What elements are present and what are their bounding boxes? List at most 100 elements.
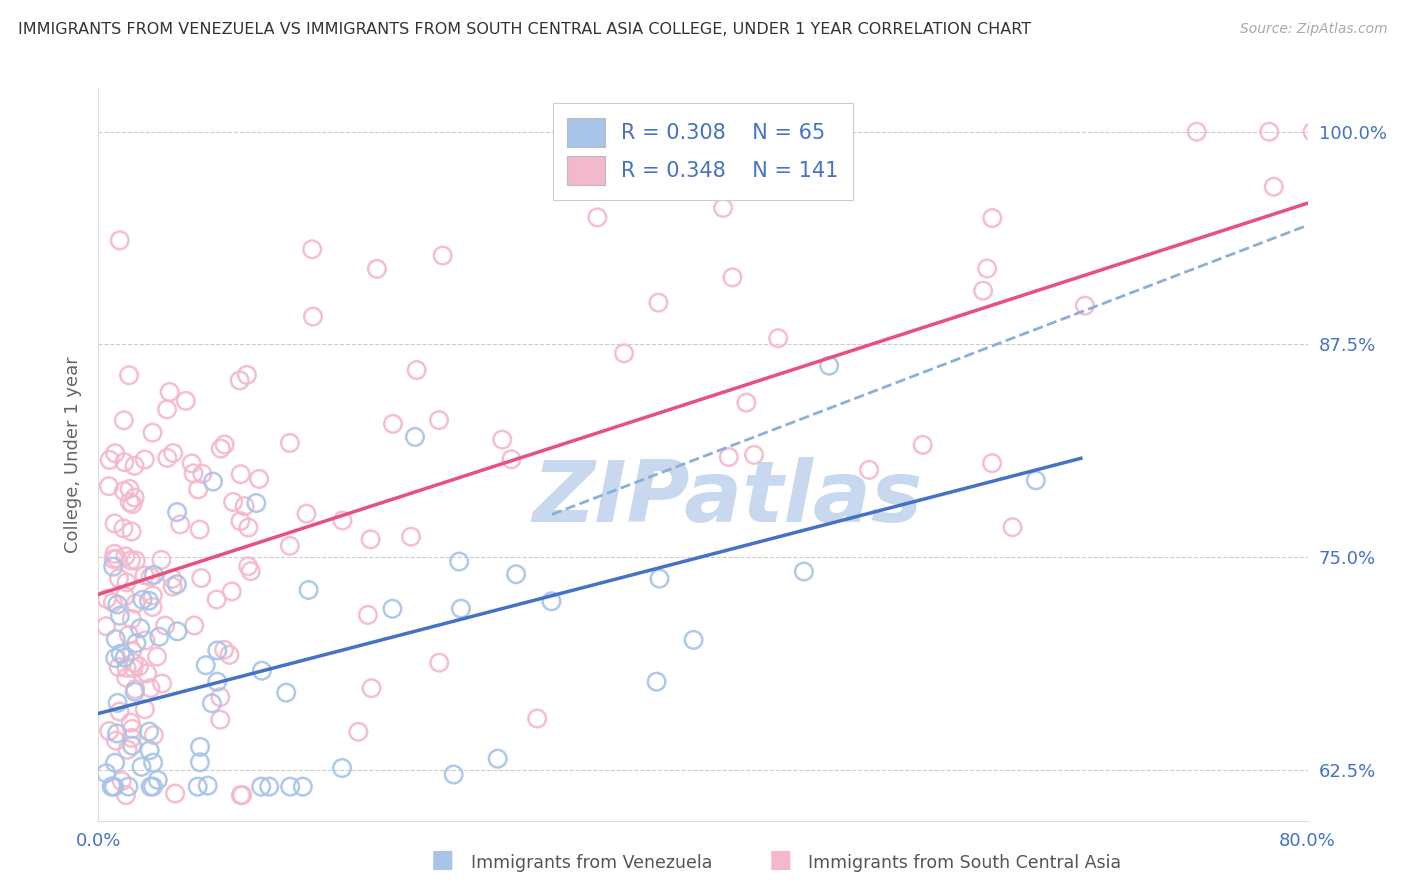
Point	[112, 521, 135, 535]
Point	[295, 507, 318, 521]
Point	[301, 242, 323, 256]
Point	[121, 612, 143, 626]
Point	[586, 211, 609, 225]
Point	[131, 592, 153, 607]
Point	[162, 446, 184, 460]
Point	[104, 446, 127, 460]
Point	[97, 479, 120, 493]
Point	[347, 724, 370, 739]
Legend: R = 0.308    N = 65, R = 0.348    N = 141: R = 0.308 N = 65, R = 0.348 N = 141	[553, 103, 853, 200]
Point	[150, 553, 173, 567]
Point	[112, 484, 135, 499]
Point	[794, 160, 817, 174]
Point	[105, 726, 128, 740]
Point	[540, 594, 562, 608]
Point	[381, 601, 404, 615]
Point	[142, 728, 165, 742]
Point	[117, 780, 139, 794]
Point	[117, 743, 139, 757]
Point	[1001, 520, 1024, 534]
Point	[169, 517, 191, 532]
Point	[236, 368, 259, 382]
Point	[450, 601, 472, 615]
Point	[976, 261, 998, 276]
Point	[122, 656, 145, 670]
Point	[110, 647, 132, 661]
Point	[222, 495, 245, 509]
Point	[142, 756, 165, 770]
Point	[142, 780, 165, 794]
Point	[138, 593, 160, 607]
Point	[250, 664, 273, 678]
Point	[174, 393, 197, 408]
Point	[121, 731, 143, 745]
Point	[183, 618, 205, 632]
Point	[125, 553, 148, 567]
Point	[443, 767, 465, 781]
Point	[139, 681, 162, 695]
Point	[399, 530, 422, 544]
Point	[231, 788, 253, 802]
Point	[120, 553, 142, 567]
Point	[108, 233, 131, 247]
Point	[122, 661, 145, 675]
Point	[118, 368, 141, 383]
Point	[101, 596, 124, 610]
Point	[209, 442, 232, 456]
Point	[486, 752, 509, 766]
Text: ZIPatlas: ZIPatlas	[531, 458, 922, 541]
Point	[118, 482, 141, 496]
Point	[302, 310, 325, 324]
Point	[104, 756, 127, 770]
Point	[134, 452, 156, 467]
Point	[190, 571, 212, 585]
Point	[142, 599, 165, 614]
Point	[114, 589, 136, 603]
Point	[131, 760, 153, 774]
Point	[100, 780, 122, 794]
Point	[648, 572, 671, 586]
Point	[96, 766, 118, 780]
Text: IMMIGRANTS FROM VENEZUELA VS IMMIGRANTS FROM SOUTH CENTRAL ASIA COLLEGE, UNDER 1: IMMIGRANTS FROM VENEZUELA VS IMMIGRANTS …	[18, 22, 1032, 37]
Point	[404, 430, 426, 444]
Point	[96, 591, 118, 606]
Point	[121, 497, 143, 511]
Point	[112, 413, 135, 427]
Point	[526, 712, 548, 726]
Point	[201, 475, 224, 489]
Point	[711, 201, 734, 215]
Point	[128, 659, 150, 673]
Point	[257, 780, 280, 794]
Point	[276, 685, 298, 699]
Point	[645, 674, 668, 689]
Point	[188, 523, 211, 537]
Point	[107, 660, 129, 674]
Point	[180, 457, 202, 471]
Point	[104, 651, 127, 665]
Point	[247, 472, 270, 486]
Point	[793, 565, 815, 579]
Point	[229, 788, 252, 802]
Point	[162, 580, 184, 594]
Point	[98, 453, 121, 467]
Point	[101, 780, 124, 794]
Point	[501, 452, 523, 467]
Point	[108, 705, 131, 719]
Point	[120, 715, 142, 730]
Point	[207, 643, 229, 657]
Point	[103, 552, 125, 566]
Point	[105, 598, 128, 612]
Point	[972, 284, 994, 298]
Point	[187, 483, 209, 497]
Point	[491, 433, 513, 447]
Point	[250, 780, 273, 794]
Point	[197, 779, 219, 793]
Point	[124, 491, 146, 505]
Text: Source: ZipAtlas.com: Source: ZipAtlas.com	[1240, 22, 1388, 37]
Point	[141, 425, 163, 440]
Point	[205, 592, 228, 607]
Point	[136, 666, 159, 681]
Point	[432, 248, 454, 262]
Point	[115, 788, 138, 802]
Point	[191, 467, 214, 481]
